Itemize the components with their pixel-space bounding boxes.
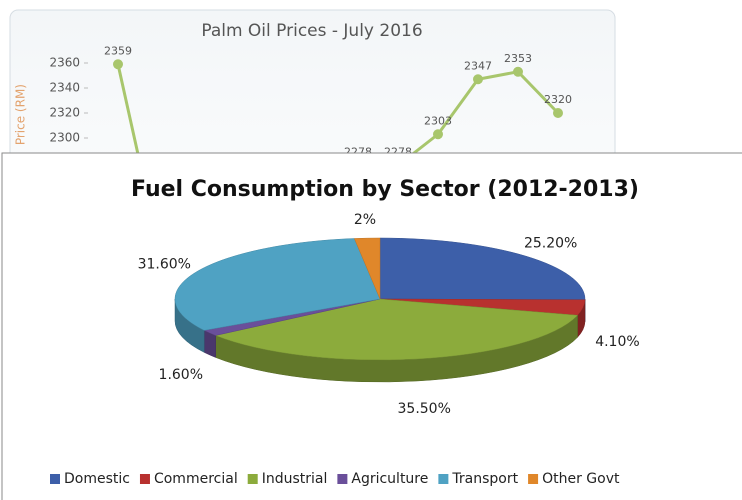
data-label: 2353 — [504, 52, 532, 65]
data-label: 2303 — [424, 114, 452, 127]
slice — [353, 237, 381, 300]
legend-swatch — [438, 474, 449, 484]
y-tick-label: 2360 — [49, 56, 80, 70]
point — [513, 66, 523, 77]
slice — [379, 237, 586, 301]
legend-label: Industrial — [262, 471, 328, 487]
y-axis-label: Price (RM) — [14, 84, 28, 145]
data-label: 25.20% — [524, 235, 577, 251]
slice — [174, 238, 381, 331]
data-label: 31.60% — [138, 256, 191, 272]
legend-label: Agriculture — [351, 471, 428, 487]
data-label: 4.10% — [595, 334, 639, 350]
data-label: 35.50% — [398, 401, 451, 417]
legend-swatch — [247, 474, 258, 484]
data-label: 2347 — [464, 59, 492, 72]
pie-chart: Fuel Consumption by Sector (2012-2013) 25… — [50, 177, 640, 487]
point — [433, 129, 443, 140]
point — [473, 74, 483, 85]
point — [553, 108, 563, 118]
y-tick-label: 2300 — [49, 131, 80, 145]
y-tick-label: 2320 — [49, 106, 80, 120]
legend-swatch — [337, 474, 348, 484]
data-label: 2% — [354, 212, 376, 228]
y-tick-label: 2340 — [49, 81, 80, 95]
legend-swatch — [50, 474, 60, 484]
legend-label: Other Govt — [542, 471, 620, 487]
legend-label: Commercial — [154, 471, 238, 487]
legend-swatch — [528, 474, 539, 484]
data-label: 1.60% — [159, 367, 203, 383]
point — [113, 59, 123, 70]
chart-title: Palm Oil Prices - July 2016 — [201, 21, 422, 41]
chart-title: Fuel Consumption by Sector (2012-2013) — [131, 177, 639, 202]
legend-label: Transport — [451, 471, 518, 487]
slice — [214, 298, 579, 361]
data-label: 2359 — [104, 44, 132, 57]
data-label: 2320 — [544, 93, 572, 106]
legend-label: Domestic — [64, 471, 130, 487]
legend-swatch — [139, 474, 150, 484]
